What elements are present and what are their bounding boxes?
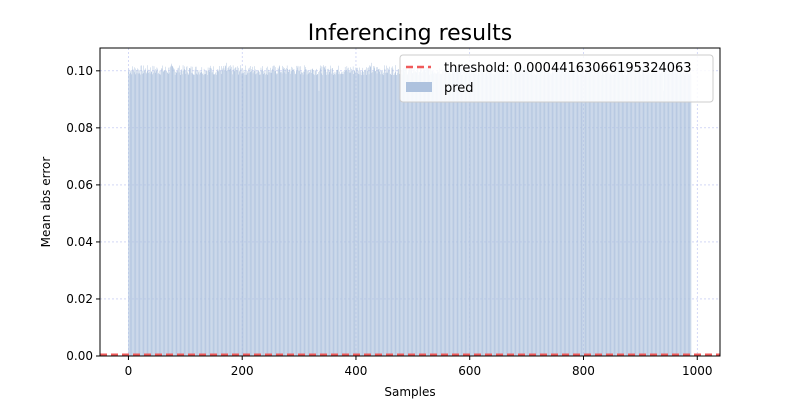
x-tick-label: 400	[345, 364, 368, 378]
plot-frame	[99, 47, 721, 357]
y-tick-label: 0.04	[66, 235, 93, 249]
y-tick-label: 0.08	[66, 121, 93, 135]
legend-pred-swatch	[406, 82, 432, 92]
x-axis-label: Samples	[384, 385, 435, 399]
x-tick-label: 0	[125, 364, 133, 378]
y-tick-label: 0.06	[66, 178, 93, 192]
y-axis-label: Mean abs error	[39, 157, 53, 248]
y-ticks: 0.00 0.02 0.04 0.06 0.08 0.10	[66, 64, 100, 363]
x-tick-label: 800	[572, 364, 595, 378]
y-tick-label: 0.02	[66, 292, 93, 306]
x-ticks: 0 200 400 600 800 1000	[125, 356, 713, 378]
bars	[128, 62, 692, 357]
x-tick-label: 600	[458, 364, 481, 378]
chart-title: Inferencing results	[308, 21, 513, 46]
x-tick-label: 1000	[682, 364, 713, 378]
y-tick-label: 0.10	[66, 64, 93, 78]
x-tick-label: 200	[231, 364, 254, 378]
y-tick-label: 0.00	[66, 349, 93, 363]
legend-pred-label: pred	[444, 81, 474, 96]
legend: threshold: 0.00044163066195324063 pred	[399, 54, 714, 103]
legend-threshold-label: threshold: 0.00044163066195324063	[444, 61, 692, 76]
legend-box	[399, 54, 714, 103]
